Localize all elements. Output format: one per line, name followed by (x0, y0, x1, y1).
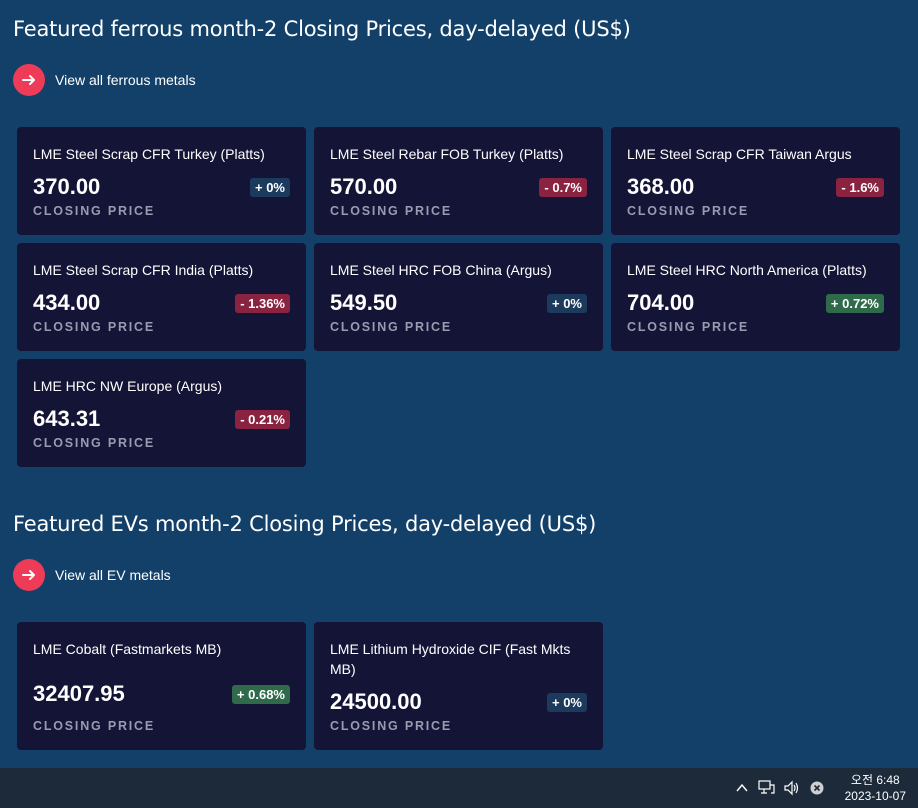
closing-price-label: CLOSING PRICE (627, 320, 750, 334)
ev-section-title: Featured EVs month-2 Closing Prices, day… (13, 512, 597, 536)
view-all-ferrous-label: View all ferrous metals (55, 72, 196, 88)
card-title: LME HRC NW Europe (Argus) (33, 378, 223, 394)
closing-price-label: CLOSING PRICE (33, 719, 156, 733)
card-title: LME Steel HRC FOB China (Argus) (330, 262, 552, 278)
view-all-ferrous-link[interactable]: View all ferrous metals (13, 64, 196, 96)
closing-price-label: CLOSING PRICE (627, 204, 750, 218)
price-card[interactable]: LME Steel HRC FOB China (Argus) 549.50 + … (314, 243, 603, 351)
change-badge: + 0% (250, 177, 290, 197)
close-circle-icon[interactable] (807, 778, 827, 798)
view-all-ev-label: View all EV metals (55, 567, 171, 583)
price-card[interactable]: LME Steel Scrap CFR Turkey (Platts) 370.… (17, 127, 306, 235)
chevron-up-icon[interactable] (732, 778, 752, 798)
price-card[interactable]: LME Lithium Hydroxide CIF (Fast Mkts MB)… (314, 622, 603, 750)
ferrous-card-grid: LME Steel Scrap CFR Turkey (Platts) 370.… (17, 127, 900, 467)
closing-price-label: CLOSING PRICE (330, 204, 453, 218)
closing-price-value: 368.00 (627, 174, 695, 199)
card-title: LME Steel Scrap CFR India (Platts) (33, 262, 254, 278)
price-card[interactable]: LME Steel Scrap CFR Taiwan Argus 368.00 -… (611, 127, 900, 235)
price-card[interactable]: LME HRC NW Europe (Argus) 643.31- 0.21% … (17, 359, 306, 467)
network-icon[interactable] (757, 778, 777, 798)
arrow-right-icon (13, 64, 45, 96)
card-title: LME Cobalt (Fastmarkets MB) (33, 641, 222, 657)
volume-icon[interactable] (782, 778, 802, 798)
change-badge: - 1.36% (235, 293, 290, 313)
closing-price-value: 24500.00 (330, 689, 422, 714)
card-title: LME Lithium Hydroxide CIF (Fast Mkts MB) (330, 641, 571, 677)
closing-price-value: 32407.95 (33, 681, 125, 706)
closing-price-value: 704.00 (627, 290, 695, 315)
view-all-ev-link[interactable]: View all EV metals (13, 559, 171, 591)
price-card[interactable]: LME Steel HRC North America (Platts) 704… (611, 243, 900, 351)
closing-price-value: 370.00 (33, 174, 101, 199)
closing-price-label: CLOSING PRICE (330, 320, 453, 334)
change-badge: + 0% (547, 293, 587, 313)
card-title: LME Steel Scrap CFR Taiwan Argus (627, 146, 852, 162)
ferrous-section-title: Featured ferrous month-2 Closing Prices,… (13, 17, 631, 41)
closing-price-label: CLOSING PRICE (330, 719, 453, 733)
arrow-right-icon (13, 559, 45, 591)
closing-price-value: 570.00 (330, 174, 398, 199)
change-badge: + 0.72% (825, 293, 884, 313)
card-title: LME Steel Scrap CFR Turkey (Platts) (33, 146, 265, 162)
price-card[interactable]: LME Steel Rebar FOB Turkey (Platts) 570.… (314, 127, 603, 235)
price-card[interactable]: LME Steel Scrap CFR India (Platts) 434.0… (17, 243, 306, 351)
clock-time: 오전 6:48 (850, 773, 900, 787)
card-title: LME Steel HRC North America (Platts) (627, 262, 867, 278)
closing-price-value: 643.31 (33, 406, 101, 431)
closing-price-value: 434.00 (33, 290, 101, 315)
change-badge: + 0.68% (231, 684, 290, 704)
change-badge: + 0% (547, 692, 587, 712)
closing-price-value: 549.50 (330, 290, 398, 315)
ev-card-grid: LME Cobalt (Fastmarkets MB) 32407.95 + 0.… (17, 622, 900, 750)
closing-price-label: CLOSING PRICE (33, 436, 156, 450)
change-badge: - 0.7% (539, 177, 587, 197)
closing-price-label: CLOSING PRICE (33, 204, 156, 218)
change-badge: - 1.6% (836, 177, 884, 197)
change-badge: - 0.21% (235, 409, 290, 429)
clock-date: 2023-10-07 (844, 789, 906, 803)
closing-price-label: CLOSING PRICE (33, 320, 156, 334)
system-clock[interactable]: 오전 6:48 2023-10-07 (845, 772, 906, 804)
price-card[interactable]: LME Cobalt (Fastmarkets MB) 32407.95 + 0.… (17, 622, 306, 750)
taskbar: 오전 6:48 2023-10-07 (0, 768, 918, 808)
card-title: LME Steel Rebar FOB Turkey (Platts) (330, 146, 564, 162)
